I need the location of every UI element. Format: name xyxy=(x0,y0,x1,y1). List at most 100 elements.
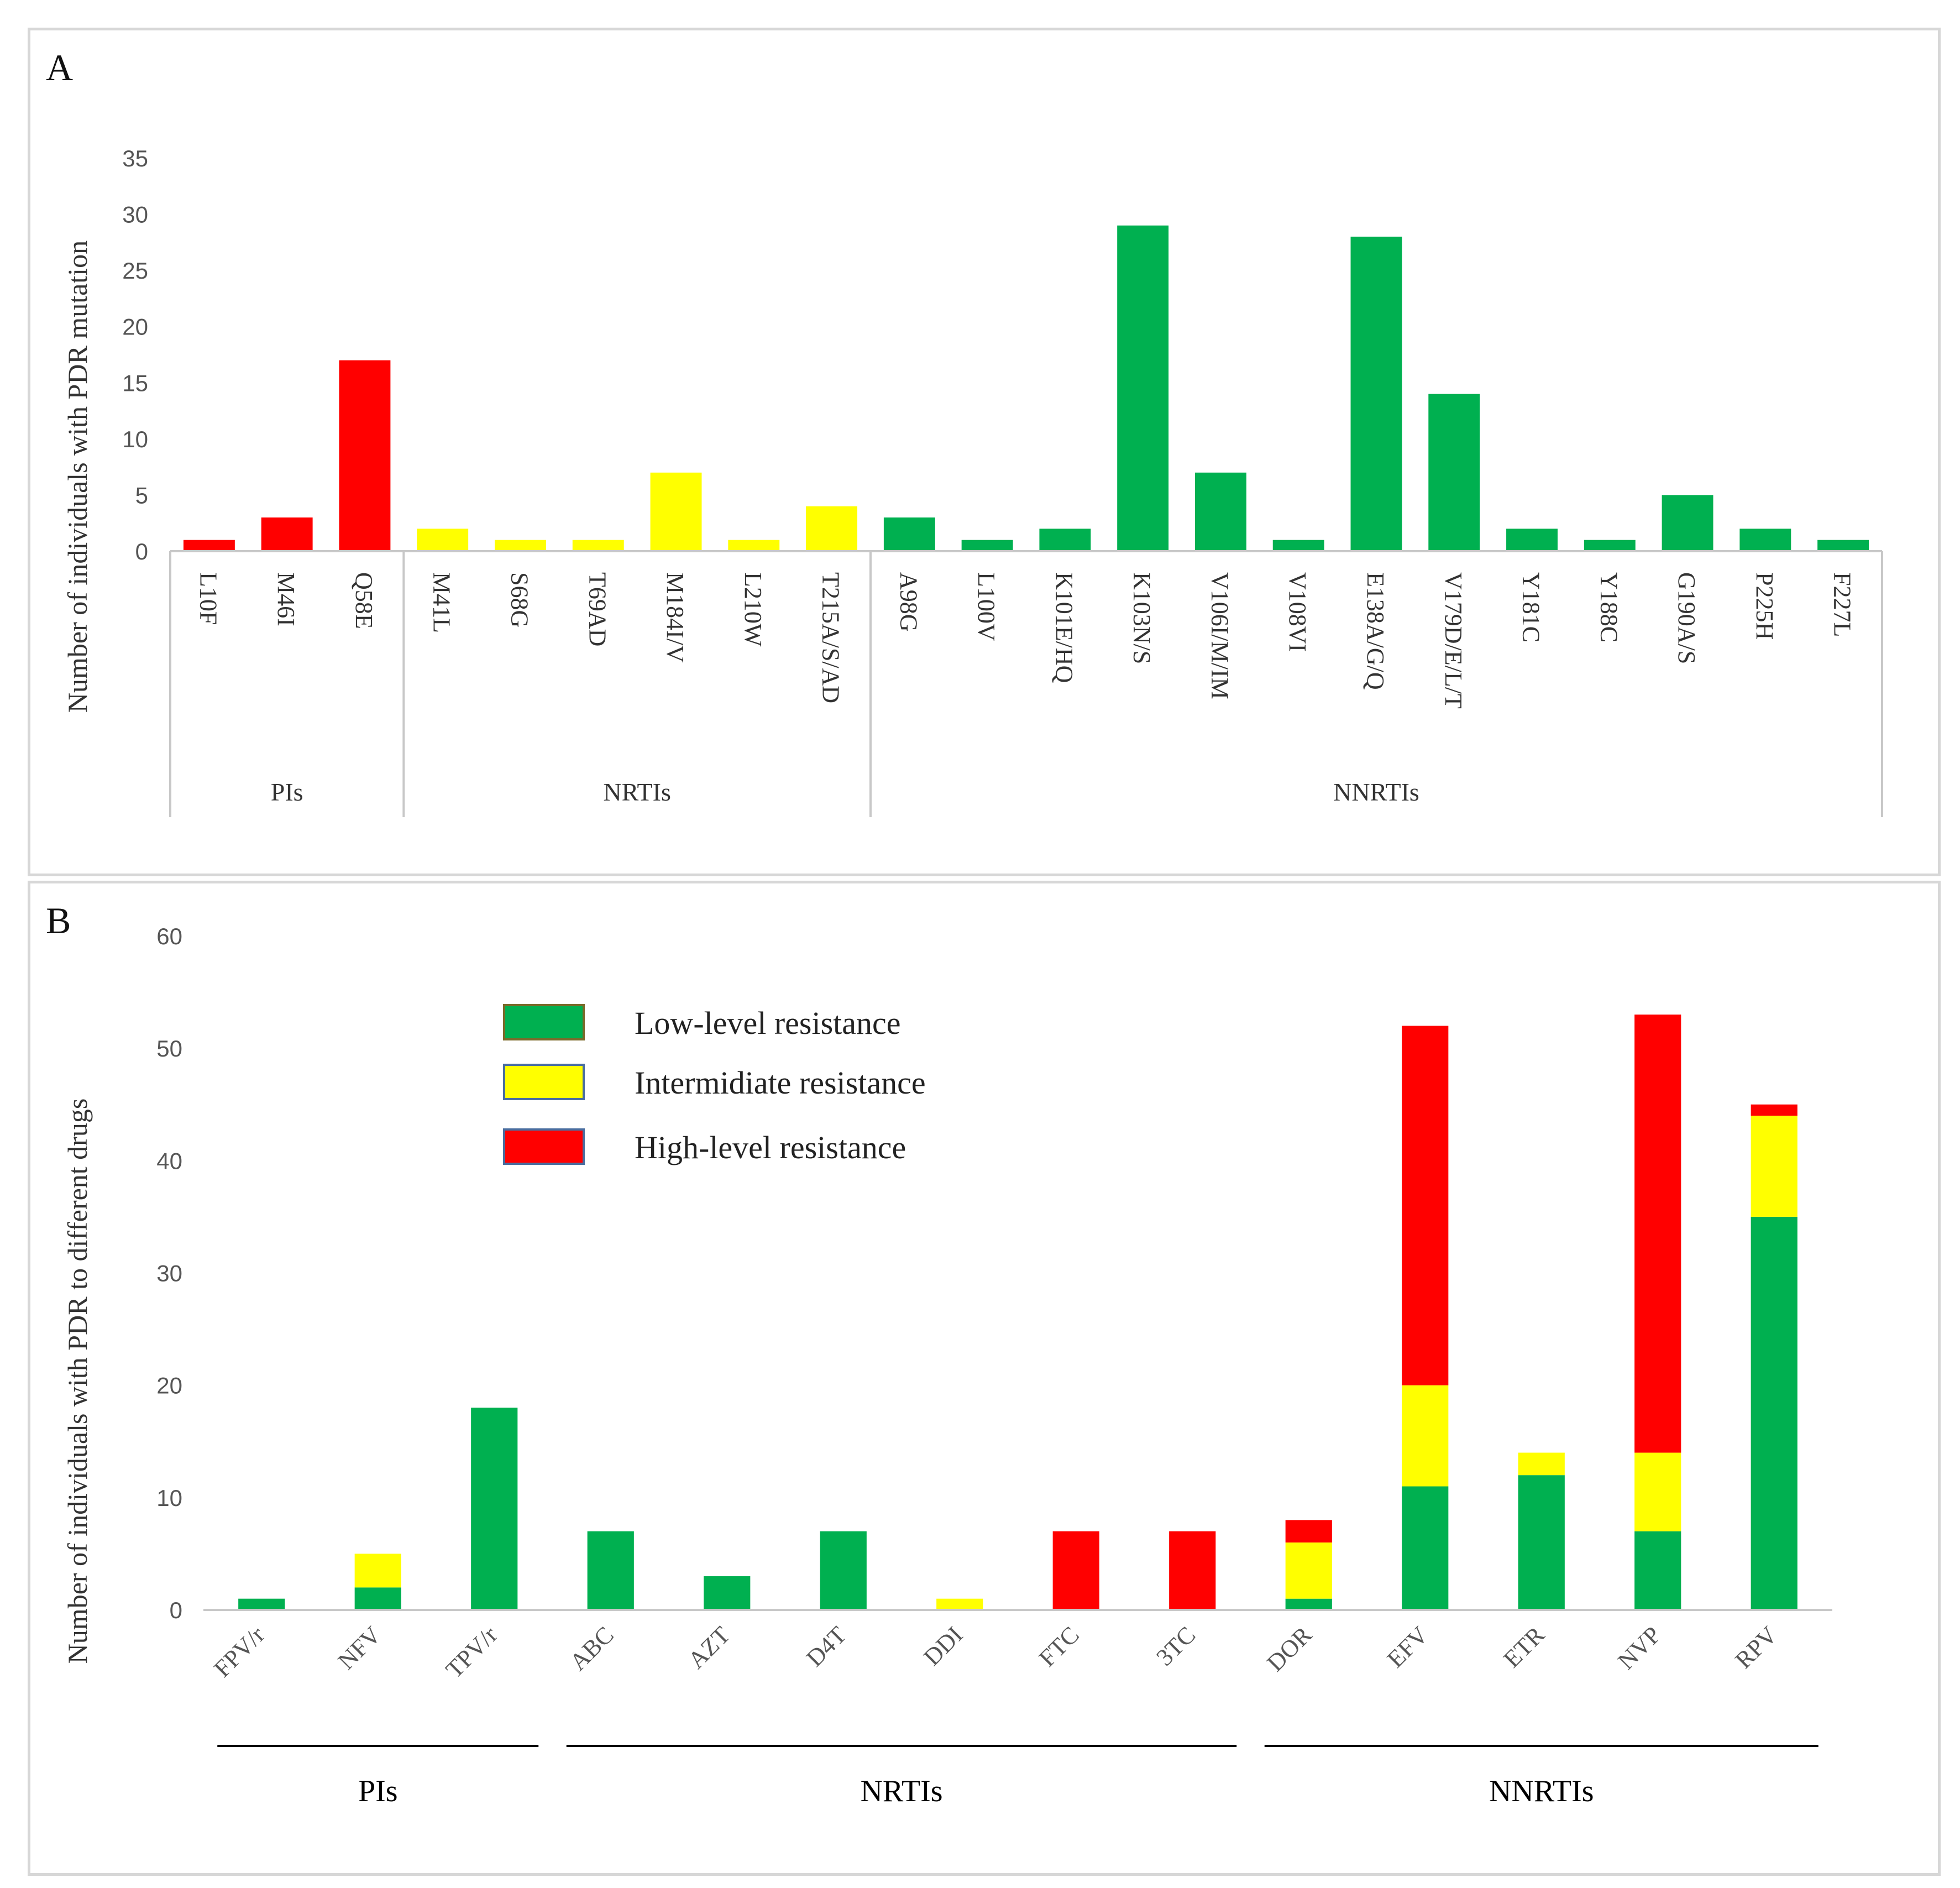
panel-a-bar-s68g xyxy=(495,540,546,551)
panel-a-category-label: Y181C xyxy=(1518,572,1545,642)
panel-a-bar-y181c xyxy=(1506,529,1558,551)
panel-b-bar-ddi-intermediate xyxy=(936,1598,983,1610)
panel-b-category-label: DOR xyxy=(1261,1621,1317,1677)
panel-b-legend-swatch-low xyxy=(503,1004,585,1040)
panel-b-category-label: AZT xyxy=(683,1621,735,1673)
panel-a-category-label: T215A/S/AD xyxy=(817,572,845,703)
panel-a-bar-l10f xyxy=(183,540,235,551)
panel-b-y-tick-label: 40 xyxy=(156,1148,182,1174)
panel-b-bar-nvp-high xyxy=(1634,1014,1681,1453)
panel-a-bar-m41l xyxy=(417,529,469,551)
panel-b-group-label-pis: PIs xyxy=(358,1774,398,1808)
panel-a-category-label: L10F xyxy=(195,572,222,625)
panel-a-group-label-nnrtis: NNRTIs xyxy=(1333,778,1419,806)
panel-a-bar-t69ad xyxy=(572,540,624,551)
panel-a-category-label: V179D/E/L/T xyxy=(1440,572,1467,709)
panel-b-category-label: NVP xyxy=(1612,1621,1666,1675)
panel-a-letter: A xyxy=(46,46,74,88)
panel-b-legend-label-low: Low-level resistance xyxy=(635,1005,901,1041)
panel-b-group-label-nrtis: NRTIs xyxy=(860,1774,942,1808)
panel-a-bar-l100v xyxy=(961,540,1013,551)
panel-b-letter: B xyxy=(46,899,71,942)
panel-a-bar-a98g xyxy=(883,517,935,551)
panel-a-y-tick-label: 10 xyxy=(122,426,148,452)
panel-b-legend-label-intermediate: Intermidiate resistance xyxy=(635,1065,926,1101)
panel-b-bar-etr-low xyxy=(1518,1475,1565,1610)
panel-b-bar-dor-intermediate xyxy=(1285,1542,1332,1599)
panel-a-category-label: K103N/S xyxy=(1129,572,1156,664)
panel-a-category-label: L210W xyxy=(740,572,767,647)
panel-b-bar-tpv-r-low xyxy=(471,1408,518,1610)
panel-b-category-label: ETR xyxy=(1498,1621,1550,1673)
panel-a-bar-t215a-s-ad xyxy=(806,506,858,551)
panel-b-bar-3tc-high xyxy=(1169,1531,1216,1610)
panel-b-bar-fpv-r-low xyxy=(238,1598,285,1610)
panel-a-y-tick-label: 30 xyxy=(122,202,148,228)
panel-a-y-tick-label: 20 xyxy=(122,314,148,340)
panel-b-y-axis-label: Number of individuals with PDR to differ… xyxy=(62,1099,93,1664)
panel-a-group-label-nrtis: NRTIs xyxy=(603,778,670,806)
panel-a-bar-v108vi xyxy=(1272,540,1324,551)
panel-a-category-label: L100V xyxy=(973,572,1000,641)
panel-b-legend-label-high: High-level resistance xyxy=(635,1129,906,1165)
panel-a-bar-l210w xyxy=(728,540,780,551)
panel-b-y-tick-label: 60 xyxy=(156,923,182,949)
panel-b-bar-rpv-high xyxy=(1751,1104,1797,1116)
panel-b-bar-dor-high xyxy=(1285,1520,1332,1543)
panel-b-bar-nvp-intermediate xyxy=(1634,1452,1681,1531)
panel-b-bar-efv-high xyxy=(1402,1026,1449,1385)
panel-b-bar-nvp-low xyxy=(1634,1531,1681,1610)
panel-a-bar-g190a-s xyxy=(1662,495,1713,551)
panel-a-y-tick-label: 0 xyxy=(135,538,148,564)
panel-a-category-label: M41L xyxy=(428,572,455,633)
panel-b-category-label: 3TC xyxy=(1151,1621,1201,1671)
panel-a-y-tick-label: 35 xyxy=(122,145,148,171)
panel-b-y-tick-label: 20 xyxy=(156,1373,182,1399)
panel-b-bar-rpv-intermediate xyxy=(1751,1116,1797,1217)
panel-b: B xyxy=(28,881,1941,1876)
panel-b-bar-efv-intermediate xyxy=(1402,1385,1449,1487)
panel-b-y-tick-label: 10 xyxy=(156,1485,182,1511)
panel-a-y-tick-label: 25 xyxy=(122,258,148,284)
panel-a-category-label: P225H xyxy=(1751,572,1778,640)
panel-b-bar-etr-intermediate xyxy=(1518,1452,1565,1476)
panel-a-bar-f227l xyxy=(1817,540,1869,551)
panel-b-y-tick-label: 50 xyxy=(156,1035,182,1061)
panel-a-category-label: M46I xyxy=(272,572,300,626)
panel-b-category-label: FPV/r xyxy=(209,1621,270,1682)
panel-a-category-label: Q58E xyxy=(350,572,378,629)
panel-a-category-label: M184I/V xyxy=(662,572,689,663)
panel-a-bar-k101e-hq xyxy=(1039,529,1091,551)
panel-a-bar-v106i-m-im xyxy=(1194,472,1246,551)
panel-a-bar-e138a-g-q xyxy=(1350,237,1402,551)
panel-a-bar-m184i-v xyxy=(650,472,702,551)
panel-a-category-label: S68G xyxy=(506,572,533,627)
panel-a-category-label: A98G xyxy=(895,572,922,632)
panel-b-category-label: EFV xyxy=(1382,1621,1434,1673)
panel-b-y-tick-label: 30 xyxy=(156,1261,182,1286)
panel-a-category-label: V108VI xyxy=(1284,572,1311,652)
panel-b-legend-swatch-intermediate xyxy=(503,1064,585,1100)
panel-a-bar-k103n-s xyxy=(1117,225,1169,551)
panel-a-category-label: G190A/S xyxy=(1673,572,1700,664)
panel-a-y-tick-label: 15 xyxy=(122,370,148,396)
panel-b-legend-swatch-high xyxy=(503,1128,585,1165)
panel-a-category-label: F227L xyxy=(1829,572,1856,637)
panel-b-bar-azt-low xyxy=(704,1576,751,1610)
panel-b-group-label-nnrtis: NNRTIs xyxy=(1489,1774,1594,1808)
panel-b-bar-nfv-intermediate xyxy=(354,1554,401,1588)
panel-b-bar-efv-low xyxy=(1402,1486,1449,1610)
panel-b-category-label: TPV/r xyxy=(441,1621,503,1683)
panel-a-bar-v179d-e-l-t xyxy=(1428,394,1480,551)
panel-a-bar-y188c xyxy=(1584,540,1636,551)
panel-b-category-label: FTC xyxy=(1034,1621,1084,1672)
panel-a-bar-m46i xyxy=(261,517,313,551)
panel-a-bar-q58e xyxy=(339,360,391,551)
panel-b-category-label: D4T xyxy=(801,1621,852,1672)
panel-b-category-label: DDI xyxy=(918,1621,968,1671)
panel-b-bar-d4t-low xyxy=(820,1531,867,1610)
panel-a-category-label: Y188C xyxy=(1595,572,1622,642)
panel-a-category-label: T69AD xyxy=(584,572,611,646)
panel-a-bar-p225h xyxy=(1739,529,1791,551)
